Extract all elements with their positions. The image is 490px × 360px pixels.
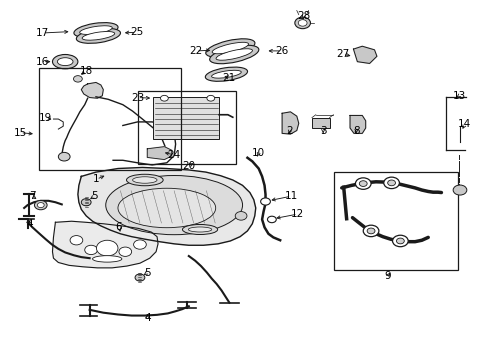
Circle shape <box>363 225 379 237</box>
Text: 12: 12 <box>291 209 304 219</box>
Text: 9: 9 <box>384 271 391 281</box>
Ellipse shape <box>106 176 243 235</box>
Text: 13: 13 <box>452 91 466 101</box>
Ellipse shape <box>212 70 241 78</box>
Text: 6: 6 <box>116 222 122 232</box>
Ellipse shape <box>133 177 157 183</box>
Ellipse shape <box>80 26 112 35</box>
Circle shape <box>235 212 247 220</box>
Circle shape <box>81 199 91 206</box>
Ellipse shape <box>126 174 163 186</box>
Circle shape <box>70 235 83 245</box>
Circle shape <box>295 17 311 29</box>
Polygon shape <box>282 112 299 134</box>
Ellipse shape <box>93 256 122 262</box>
Circle shape <box>160 95 168 101</box>
Circle shape <box>58 152 70 161</box>
Ellipse shape <box>52 54 78 69</box>
Polygon shape <box>81 82 103 98</box>
Circle shape <box>119 247 132 256</box>
Text: 20: 20 <box>182 161 196 171</box>
Circle shape <box>359 181 367 186</box>
Text: 8: 8 <box>353 126 360 135</box>
Ellipse shape <box>216 49 252 60</box>
Ellipse shape <box>82 32 115 40</box>
Text: 23: 23 <box>131 93 144 103</box>
Circle shape <box>134 240 147 249</box>
Text: 7: 7 <box>29 191 36 201</box>
Text: 2: 2 <box>287 126 293 135</box>
Bar <box>312 118 330 129</box>
Circle shape <box>97 240 118 256</box>
Text: 16: 16 <box>36 57 49 67</box>
Bar <box>139 91 236 164</box>
Ellipse shape <box>188 227 212 232</box>
Ellipse shape <box>182 225 218 234</box>
Text: 27: 27 <box>336 49 349 59</box>
Circle shape <box>298 20 307 26</box>
Circle shape <box>34 201 47 210</box>
Text: 10: 10 <box>252 148 265 158</box>
Ellipse shape <box>57 58 73 66</box>
Ellipse shape <box>76 28 121 43</box>
Bar <box>153 97 219 139</box>
Polygon shape <box>52 221 158 268</box>
Circle shape <box>367 228 375 234</box>
Circle shape <box>396 238 404 244</box>
Ellipse shape <box>210 45 259 64</box>
Text: 26: 26 <box>275 46 288 56</box>
Ellipse shape <box>205 67 247 81</box>
Circle shape <box>268 216 276 223</box>
Circle shape <box>85 245 98 255</box>
Bar <box>39 68 180 170</box>
Text: 19: 19 <box>39 113 52 123</box>
Ellipse shape <box>118 188 216 228</box>
Polygon shape <box>353 46 377 63</box>
Polygon shape <box>78 167 256 245</box>
Text: 14: 14 <box>458 120 471 129</box>
Text: 28: 28 <box>297 12 310 22</box>
Circle shape <box>207 95 215 101</box>
Ellipse shape <box>212 42 248 54</box>
Text: 4: 4 <box>26 219 33 229</box>
Text: 5: 5 <box>144 267 150 278</box>
Text: 5: 5 <box>91 191 98 201</box>
Text: 4: 4 <box>144 313 150 323</box>
Polygon shape <box>350 116 366 134</box>
Circle shape <box>74 76 82 82</box>
Text: 21: 21 <box>223 73 236 83</box>
Ellipse shape <box>74 23 118 37</box>
Ellipse shape <box>206 39 255 57</box>
Circle shape <box>453 185 467 195</box>
Circle shape <box>388 180 395 186</box>
Text: 11: 11 <box>285 191 298 201</box>
Circle shape <box>135 274 145 281</box>
Bar <box>334 172 458 270</box>
Circle shape <box>355 178 371 189</box>
Circle shape <box>392 235 408 247</box>
Circle shape <box>261 198 270 205</box>
Text: 17: 17 <box>36 28 49 38</box>
Circle shape <box>384 177 399 189</box>
Text: 18: 18 <box>79 66 93 76</box>
Text: 1: 1 <box>93 174 100 184</box>
Text: 22: 22 <box>190 46 203 56</box>
Text: 15: 15 <box>14 128 27 138</box>
Polygon shape <box>147 147 172 159</box>
Circle shape <box>37 203 44 208</box>
Text: 3: 3 <box>320 126 326 135</box>
Text: 24: 24 <box>168 150 181 160</box>
Text: 25: 25 <box>130 27 143 37</box>
